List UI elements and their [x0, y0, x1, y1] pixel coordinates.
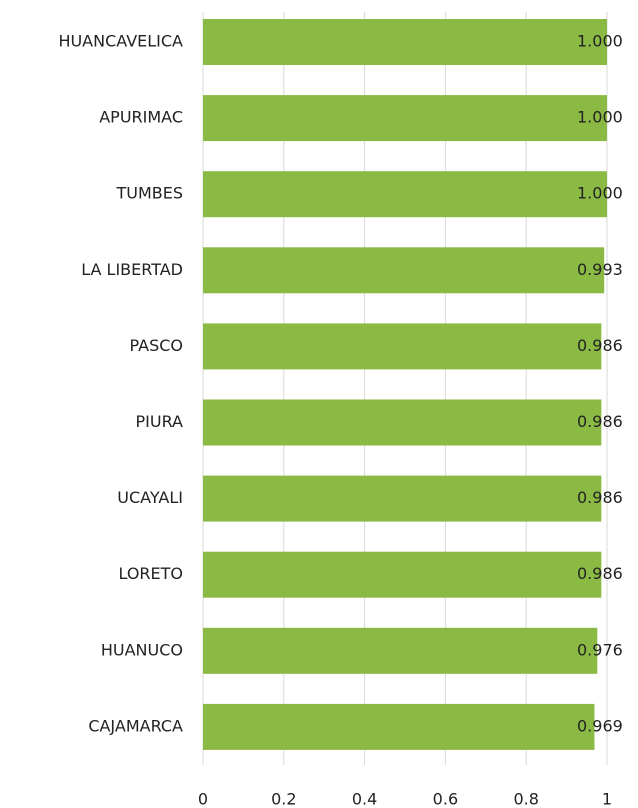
value-label: 0.986: [577, 412, 623, 431]
y-tick-label: UCAYALI: [117, 488, 183, 507]
bar: [203, 399, 602, 446]
y-tick-label: HUANCAVELICA: [58, 32, 183, 51]
bar: [203, 95, 607, 142]
bar: [203, 323, 602, 370]
value-label: 1.000: [577, 108, 623, 127]
bar: [203, 171, 607, 218]
y-tick-label: LORETO: [118, 564, 183, 583]
bar: [203, 19, 607, 65]
x-tick-label: 0.4: [352, 790, 377, 808]
value-label: 0.986: [577, 488, 623, 507]
value-label: 0.986: [577, 336, 623, 355]
x-tick-label: 0.8: [513, 790, 538, 808]
value-label: 0.993: [577, 260, 623, 279]
value-label: 1.000: [577, 184, 623, 203]
y-tick-label: HUANUCO: [101, 640, 183, 659]
bar: [203, 247, 605, 294]
bar: [203, 475, 602, 522]
y-tick-label: TUMBES: [115, 184, 183, 203]
bar: [203, 703, 595, 750]
x-tick-label: 0.2: [271, 790, 296, 808]
x-tick-label: 0.6: [433, 790, 458, 808]
y-tick-label: LA LIBERTAD: [81, 260, 183, 279]
y-tick-label: APURIMAC: [99, 108, 183, 127]
y-tick-label: PASCO: [130, 336, 184, 355]
bar: [203, 627, 598, 674]
y-tick-label: PIURA: [136, 412, 184, 431]
value-label: 0.969: [577, 716, 623, 735]
value-label: 0.986: [577, 564, 623, 583]
x-tick-label: 1: [602, 790, 612, 808]
bar: [203, 551, 602, 598]
value-label: 0.976: [577, 640, 623, 659]
x-tick-label: 0: [198, 790, 208, 808]
y-tick-label: CAJAMARCA: [88, 716, 183, 735]
value-label: 1.000: [577, 32, 623, 51]
